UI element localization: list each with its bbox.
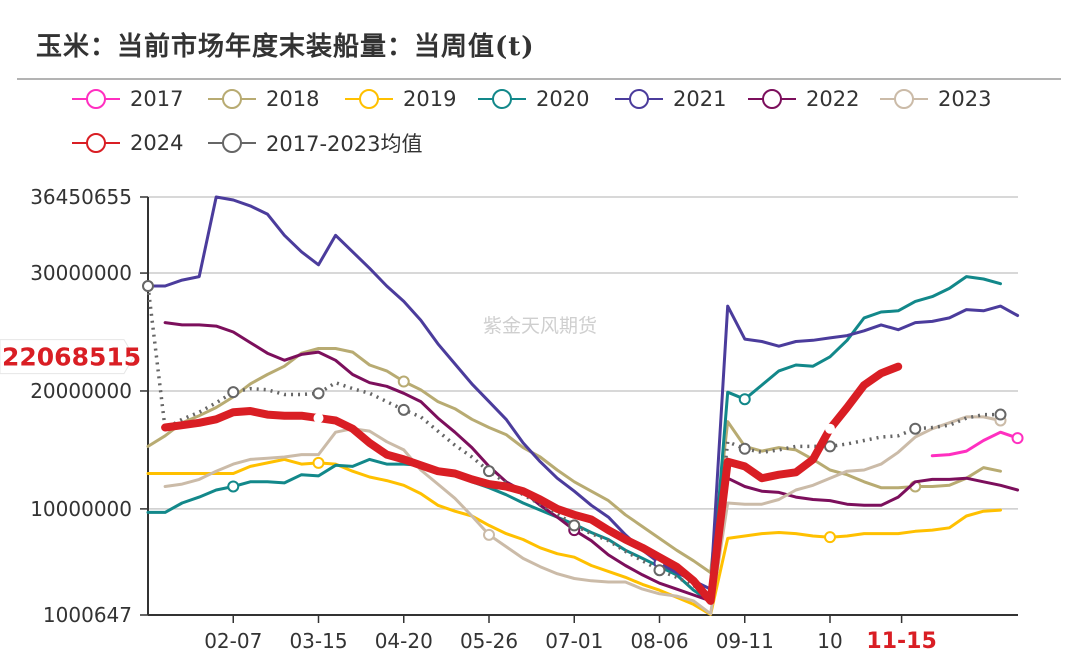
- x-tick-label: 08-06: [630, 629, 688, 653]
- series-line: [163, 415, 1002, 616]
- series-line: [930, 430, 1020, 458]
- data-point-marker: [483, 528, 495, 541]
- legend-line-circle-icon: [880, 89, 928, 109]
- chart-title: 玉米：当前市场年度末装船量：当周值(t): [36, 32, 535, 62]
- x-tick-label: 03-15: [289, 629, 347, 653]
- series-line: [146, 347, 1002, 575]
- series-line: [163, 321, 1020, 603]
- legend-line-circle-icon: [478, 89, 526, 109]
- series-2019: [146, 456, 1002, 616]
- legend-line-circle-icon: [72, 89, 120, 109]
- series-line: [161, 362, 903, 605]
- y-tick-label: 20000000: [30, 379, 132, 403]
- x-tick-label: 05-26: [460, 629, 518, 653]
- data-point-marker: [397, 375, 410, 388]
- legend-label: 2022: [806, 87, 860, 111]
- legend-item-2023[interactable]: 2023: [880, 85, 991, 113]
- y-tick-label: 30000000: [30, 261, 132, 285]
- legend-line-circle-icon: [72, 133, 120, 153]
- data-point-marker: [653, 564, 666, 577]
- legend-item-2019[interactable]: 2019: [345, 85, 456, 113]
- y-tick-label: 1000647: [43, 603, 132, 627]
- legend-label: 2018: [266, 87, 320, 111]
- data-point-marker: [313, 413, 324, 424]
- data-point-marker: [568, 519, 581, 532]
- y-tick-label: 36450655: [30, 185, 132, 209]
- legend-line-circle-icon: [615, 89, 663, 109]
- data-point-marker: [738, 393, 751, 406]
- legend-label: 2024: [130, 131, 184, 155]
- legend-item-2024[interactable]: 2024: [72, 129, 183, 157]
- legend-item-2020[interactable]: 2020: [478, 85, 589, 113]
- legend-label: 2017: [130, 87, 184, 111]
- legend-item-2017[interactable]: 2017: [72, 85, 183, 113]
- legend-item-2017-2023均值[interactable]: 2017-2023均值: [208, 129, 422, 157]
- data-point-marker: [312, 387, 325, 400]
- legend-label: 2021: [673, 87, 727, 111]
- series-2017-2023均值: [142, 280, 1007, 600]
- legend-item-2018[interactable]: 2018: [208, 85, 319, 113]
- series-2017: [930, 430, 1024, 458]
- data-point-marker: [824, 440, 836, 453]
- data-point-marker: [825, 423, 835, 434]
- current-value-label: 22068515: [2, 343, 141, 372]
- series-line: [146, 195, 1020, 591]
- data-point-marker: [312, 456, 325, 469]
- data-point-marker: [483, 465, 495, 478]
- x-tick-label: 10: [817, 629, 842, 653]
- data-point-marker: [142, 280, 154, 293]
- legend-line-circle-icon: [208, 133, 256, 153]
- series-2024: [161, 362, 903, 605]
- x-tick-label: 09-11: [716, 629, 774, 653]
- data-point-marker: [1011, 432, 1024, 445]
- legend-item-2022[interactable]: 2022: [748, 85, 859, 113]
- data-point-marker: [227, 480, 240, 493]
- legend-line-circle-icon: [208, 89, 256, 109]
- x-tick-label: 07-01: [545, 629, 603, 653]
- legend-label: 2017-2023均值: [266, 132, 423, 156]
- legend-line-circle-icon: [748, 89, 796, 109]
- legend-label: 2019: [403, 87, 457, 111]
- x-tick-label: 02-07: [204, 629, 262, 653]
- watermark: 紫金天风期货: [483, 315, 597, 337]
- data-point-marker: [738, 442, 751, 455]
- current-value-tag: [0, 339, 135, 375]
- series-line: [146, 457, 1002, 616]
- legend-label: 2023: [938, 87, 992, 111]
- data-point-marker: [994, 408, 1007, 421]
- x-tick-label-current: 11-15: [866, 629, 936, 654]
- x-tick-label: 04-20: [375, 629, 433, 653]
- legend-label: 2020: [536, 87, 590, 111]
- data-point-marker: [397, 403, 410, 416]
- y-tick-label: 10000000: [30, 497, 132, 521]
- data-point-marker: [909, 422, 922, 435]
- title-divider: [17, 78, 1061, 80]
- legend-item-2021[interactable]: 2021: [615, 85, 726, 113]
- data-point-marker: [824, 531, 836, 544]
- legend-line-circle-icon: [345, 89, 393, 109]
- data-point-marker: [227, 386, 240, 399]
